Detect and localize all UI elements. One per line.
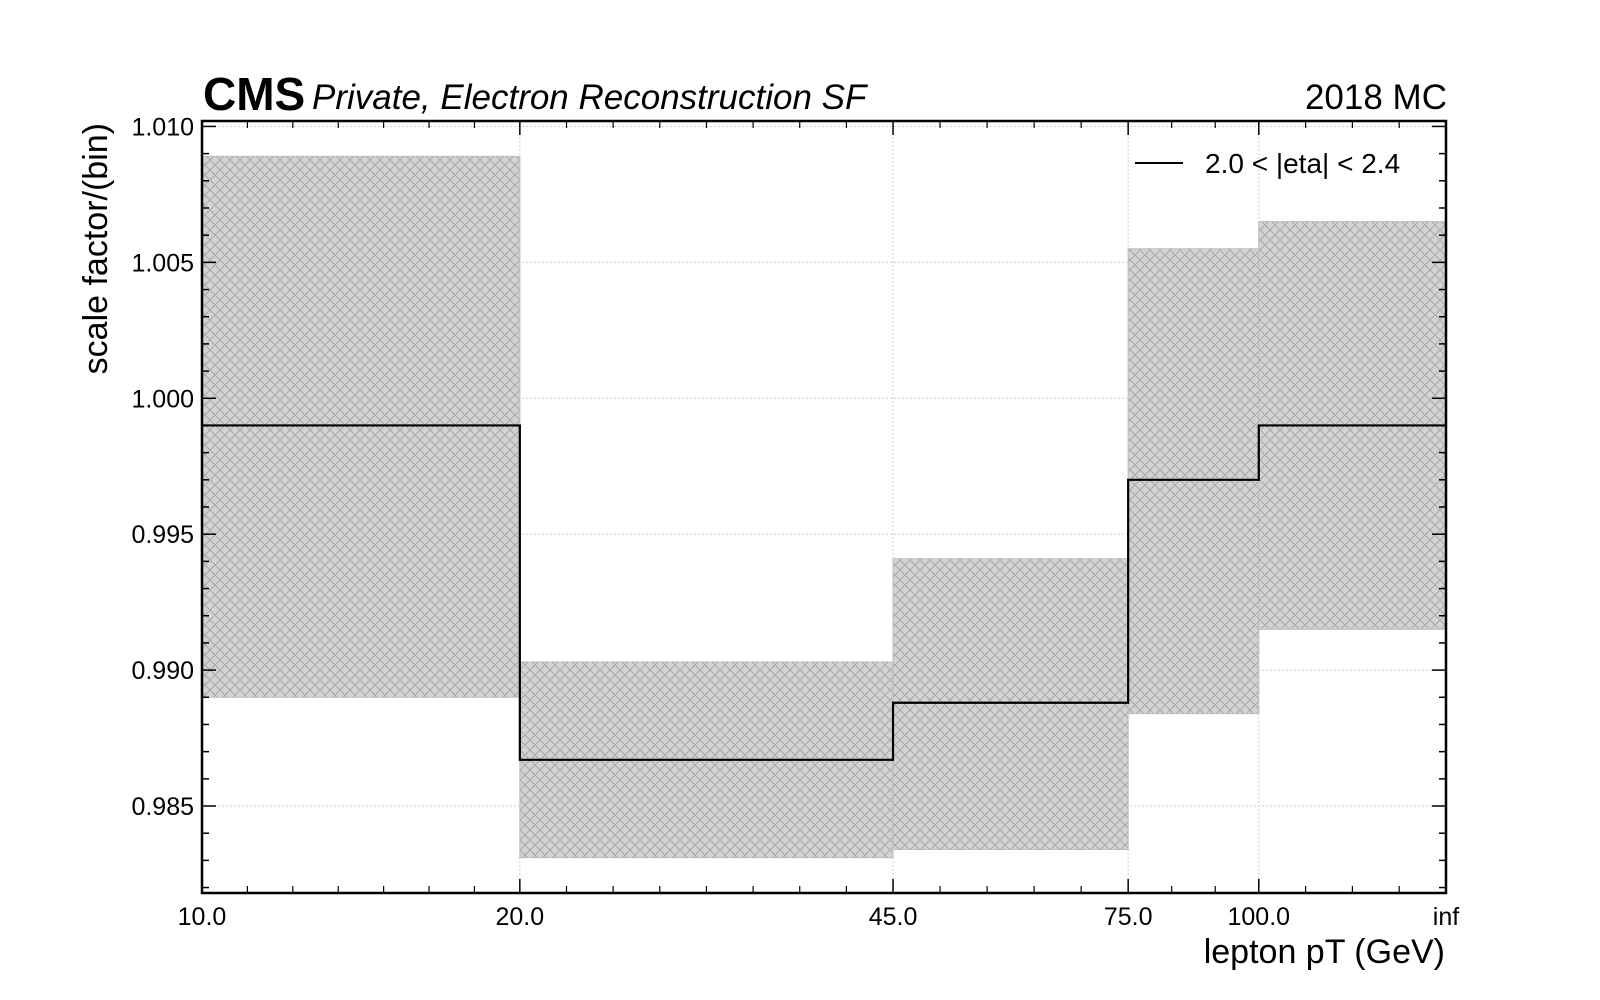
uncertainty-bands	[201, 155, 1447, 859]
chart-title-subtitle: Private, Electron Reconstruction SF	[312, 78, 869, 117]
uncertainty-band	[201, 155, 521, 698]
x-tick-label: 10.0	[178, 903, 227, 931]
legend: 2.0 < |eta| < 2.4	[1135, 148, 1400, 179]
x-tick-label: 20.0	[496, 903, 545, 931]
x-axis-label: lepton pT (GeV)	[1204, 933, 1445, 971]
x-tick-label: inf	[1433, 903, 1459, 931]
y-tick-label: 0.995	[131, 521, 194, 549]
y-axis-label: scale factor/(bin)	[77, 123, 115, 374]
y-tick-label: 1.000	[131, 385, 194, 413]
x-tick-label: 75.0	[1104, 903, 1153, 931]
x-tick-label: 45.0	[869, 903, 918, 931]
chart-title-cms: CMS	[203, 68, 305, 120]
y-tick-label: 1.010	[131, 113, 194, 141]
x-tick-label: 100.0	[1227, 903, 1290, 931]
series-lines	[202, 424, 1446, 761]
axes	[200, 119, 1448, 895]
series-step-line	[202, 424, 1446, 761]
y-tick-label: 0.985	[131, 793, 194, 821]
chart-title-right: 2018 MC	[1305, 78, 1447, 117]
tick-labels: 0.985 0.990 0.995 1.000 1.005 1.010 10.0 20.0 45…	[131, 113, 1459, 931]
uncertainty-band	[1127, 248, 1260, 715]
y-tick-label: 0.990	[131, 657, 194, 685]
uncertainty-band	[892, 558, 1129, 851]
legend-entry-label: 2.0 < |eta| < 2.4	[1205, 148, 1400, 179]
y-tick-label: 1.005	[131, 249, 194, 277]
